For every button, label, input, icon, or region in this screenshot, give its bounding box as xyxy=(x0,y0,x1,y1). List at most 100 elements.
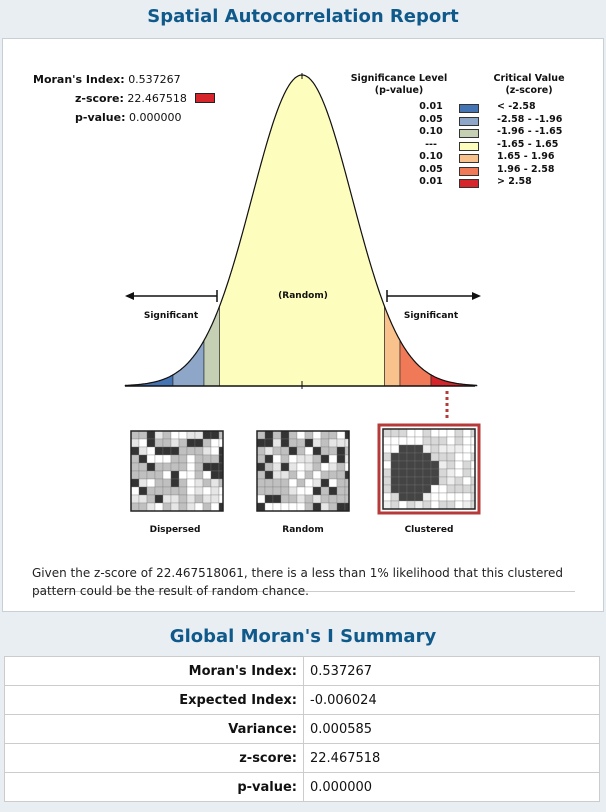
map-cell xyxy=(390,492,400,502)
map-cell xyxy=(170,462,180,472)
legend-p-value: --- xyxy=(425,138,437,150)
map-cell xyxy=(272,470,282,480)
legend-swatch xyxy=(459,179,479,188)
map-cell xyxy=(210,502,220,512)
map-cell xyxy=(256,494,266,504)
map-cell xyxy=(390,436,400,446)
map-cell xyxy=(438,492,448,502)
map-cell xyxy=(162,486,172,496)
map-cell xyxy=(272,430,282,440)
summary-label: z-score: xyxy=(4,743,304,773)
map-cell xyxy=(296,446,306,456)
map-cell xyxy=(304,486,314,496)
map-cell xyxy=(146,454,156,464)
map-cell xyxy=(398,492,408,502)
map-cell xyxy=(406,500,416,510)
map-cell xyxy=(170,470,180,480)
map-cell xyxy=(178,438,188,448)
map-cell xyxy=(138,478,148,488)
report-title: Spatial Autocorrelation Report xyxy=(147,6,459,27)
divider xyxy=(35,591,575,592)
map-cell xyxy=(430,492,440,502)
map-cell xyxy=(406,476,416,486)
map-cell xyxy=(438,428,448,438)
map-cell xyxy=(130,470,140,480)
map-cell xyxy=(320,438,330,448)
map-cell xyxy=(130,494,140,504)
legend-swatch xyxy=(459,129,479,138)
map-cell xyxy=(446,436,456,446)
map-cell xyxy=(256,462,266,472)
map-cell xyxy=(202,462,212,472)
map-cell xyxy=(336,430,346,440)
map-cell xyxy=(138,494,148,504)
map-cell xyxy=(414,444,424,454)
summary-label: Variance: xyxy=(4,714,304,744)
summary-table: Moran's Index: 0.537267 Expected Index: -0.… xyxy=(4,656,600,802)
map-cell xyxy=(288,502,298,512)
map-cell xyxy=(422,476,432,486)
map-cell xyxy=(154,502,164,512)
legend-z-range: 1.96 - 2.58 xyxy=(497,163,555,175)
map-cell xyxy=(382,492,392,502)
map-cell xyxy=(296,470,306,480)
map-cell xyxy=(398,468,408,478)
map-cell xyxy=(422,500,432,510)
summary-row: p-value: 0.000000 xyxy=(4,772,600,802)
map-cell xyxy=(146,502,156,512)
map-cell xyxy=(138,430,148,440)
map-cell xyxy=(454,436,464,446)
map-cell xyxy=(328,438,338,448)
map-cell xyxy=(320,478,330,488)
legend-crit-header: Critical Value (z-score) xyxy=(493,73,565,96)
map-cell xyxy=(382,452,392,462)
map-cell xyxy=(210,462,220,472)
map-cell xyxy=(264,502,274,512)
map-cell xyxy=(320,486,330,496)
map-cell xyxy=(304,446,314,456)
p-value-stat: p-value: 0.000000 xyxy=(75,111,182,124)
map-cell xyxy=(264,454,274,464)
map-cell xyxy=(256,502,266,512)
map-cell xyxy=(194,494,204,504)
summary-value: 0.000000 xyxy=(303,772,600,802)
curve-band xyxy=(124,374,174,387)
map-cell xyxy=(288,486,298,496)
map-cell xyxy=(328,430,338,440)
map-cell xyxy=(280,446,290,456)
map-cell xyxy=(288,478,298,488)
map-cell xyxy=(390,444,400,454)
map-cell xyxy=(328,478,338,488)
map-cell xyxy=(178,478,188,488)
map-cell xyxy=(462,500,472,510)
map-cell xyxy=(398,484,408,494)
map-cell xyxy=(256,446,266,456)
map-cell xyxy=(178,486,188,496)
map-cell xyxy=(146,438,156,448)
map-cell xyxy=(280,494,290,504)
map-cell xyxy=(170,486,180,496)
map-cell xyxy=(462,476,472,486)
map-cell xyxy=(154,494,164,504)
map-cell xyxy=(328,486,338,496)
map-cell xyxy=(422,428,432,438)
map-cell xyxy=(446,492,456,502)
map-cell xyxy=(130,462,140,472)
legend-p-value: 0.01 xyxy=(419,101,443,112)
curve-outline xyxy=(125,74,477,386)
map-cell xyxy=(406,452,416,462)
map-cell xyxy=(154,454,164,464)
map-cell xyxy=(186,438,196,448)
map-cell xyxy=(162,454,172,464)
map-cell xyxy=(414,476,424,486)
map-cell xyxy=(414,492,424,502)
map-cell xyxy=(130,486,140,496)
map-cell xyxy=(454,460,464,470)
map-cell xyxy=(430,476,440,486)
map-cell xyxy=(186,502,196,512)
map-cell xyxy=(146,462,156,472)
map-cell xyxy=(272,446,282,456)
normal-distribution-curve xyxy=(124,73,481,419)
map-cell xyxy=(130,454,140,464)
map-cell xyxy=(280,502,290,512)
